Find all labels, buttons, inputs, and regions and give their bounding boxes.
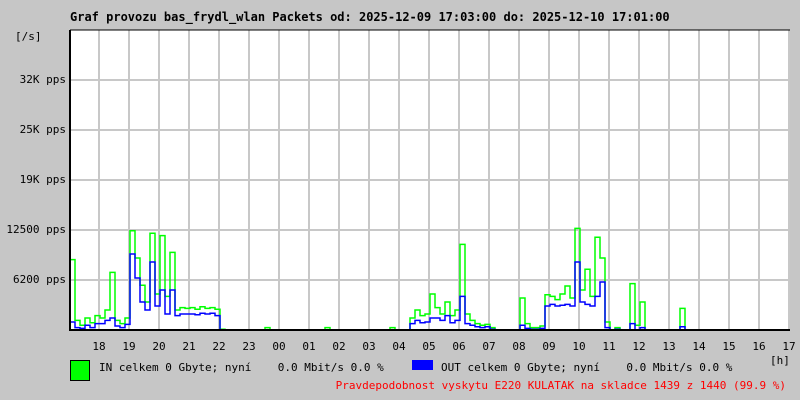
x-tick-label: 06 [452, 340, 466, 353]
y-tick-label: 12500 pps [6, 223, 66, 236]
x-tick-label: 08 [512, 340, 526, 353]
in-legend-text: IN celkem 0 Gbyte; nyní 0.0 Mbit/s 0.0 % [99, 361, 384, 374]
x-tick-label: 17 [782, 340, 796, 353]
x-tick-label: 01 [302, 340, 316, 353]
footer-note: Pravdepodobnost vyskytu E220 KULATAK na … [335, 379, 786, 392]
x-tick-label: 03 [362, 340, 376, 353]
x-tick-label: 16 [752, 340, 766, 353]
x-tick-label: 02 [332, 340, 346, 353]
x-axis-unit: [h] [770, 354, 790, 367]
y-tick-label: 32K pps [19, 73, 66, 86]
x-tick-label: 11 [602, 340, 616, 353]
out-legend-text: OUT celkem 0 Gbyte; nyní 0.0 Mbit/s 0.0 … [441, 361, 733, 374]
x-tick-label: 15 [722, 340, 736, 353]
x-tick-label: 14 [692, 340, 706, 353]
y-tick-label: 19K pps [19, 173, 66, 186]
x-tick-label: 12 [632, 340, 646, 353]
x-tick-label: 20 [152, 340, 166, 353]
y-tick-label: 6200 pps [13, 273, 66, 286]
out-legend-swatch [412, 360, 433, 370]
x-tick-label: 00 [272, 340, 286, 353]
chart-title: Graf provozu bas_frydl_wlan Packets od: … [70, 10, 670, 24]
in-legend-swatch [70, 360, 90, 381]
x-tick-label: 05 [422, 340, 436, 353]
x-tick-label: 22 [212, 340, 226, 353]
x-tick-label: 18 [92, 340, 106, 353]
x-tick-label: 21 [182, 340, 196, 353]
x-tick-label: 04 [392, 340, 406, 353]
x-tick-label: 23 [242, 340, 256, 353]
x-tick-label: 13 [662, 340, 676, 353]
x-tick-label: 19 [122, 340, 136, 353]
x-tick-label: 09 [542, 340, 556, 353]
x-tick-label: 10 [572, 340, 586, 353]
y-tick-label: 25K pps [19, 123, 66, 136]
x-tick-label: 07 [482, 340, 496, 353]
y-axis-unit: [/s] [15, 30, 42, 43]
